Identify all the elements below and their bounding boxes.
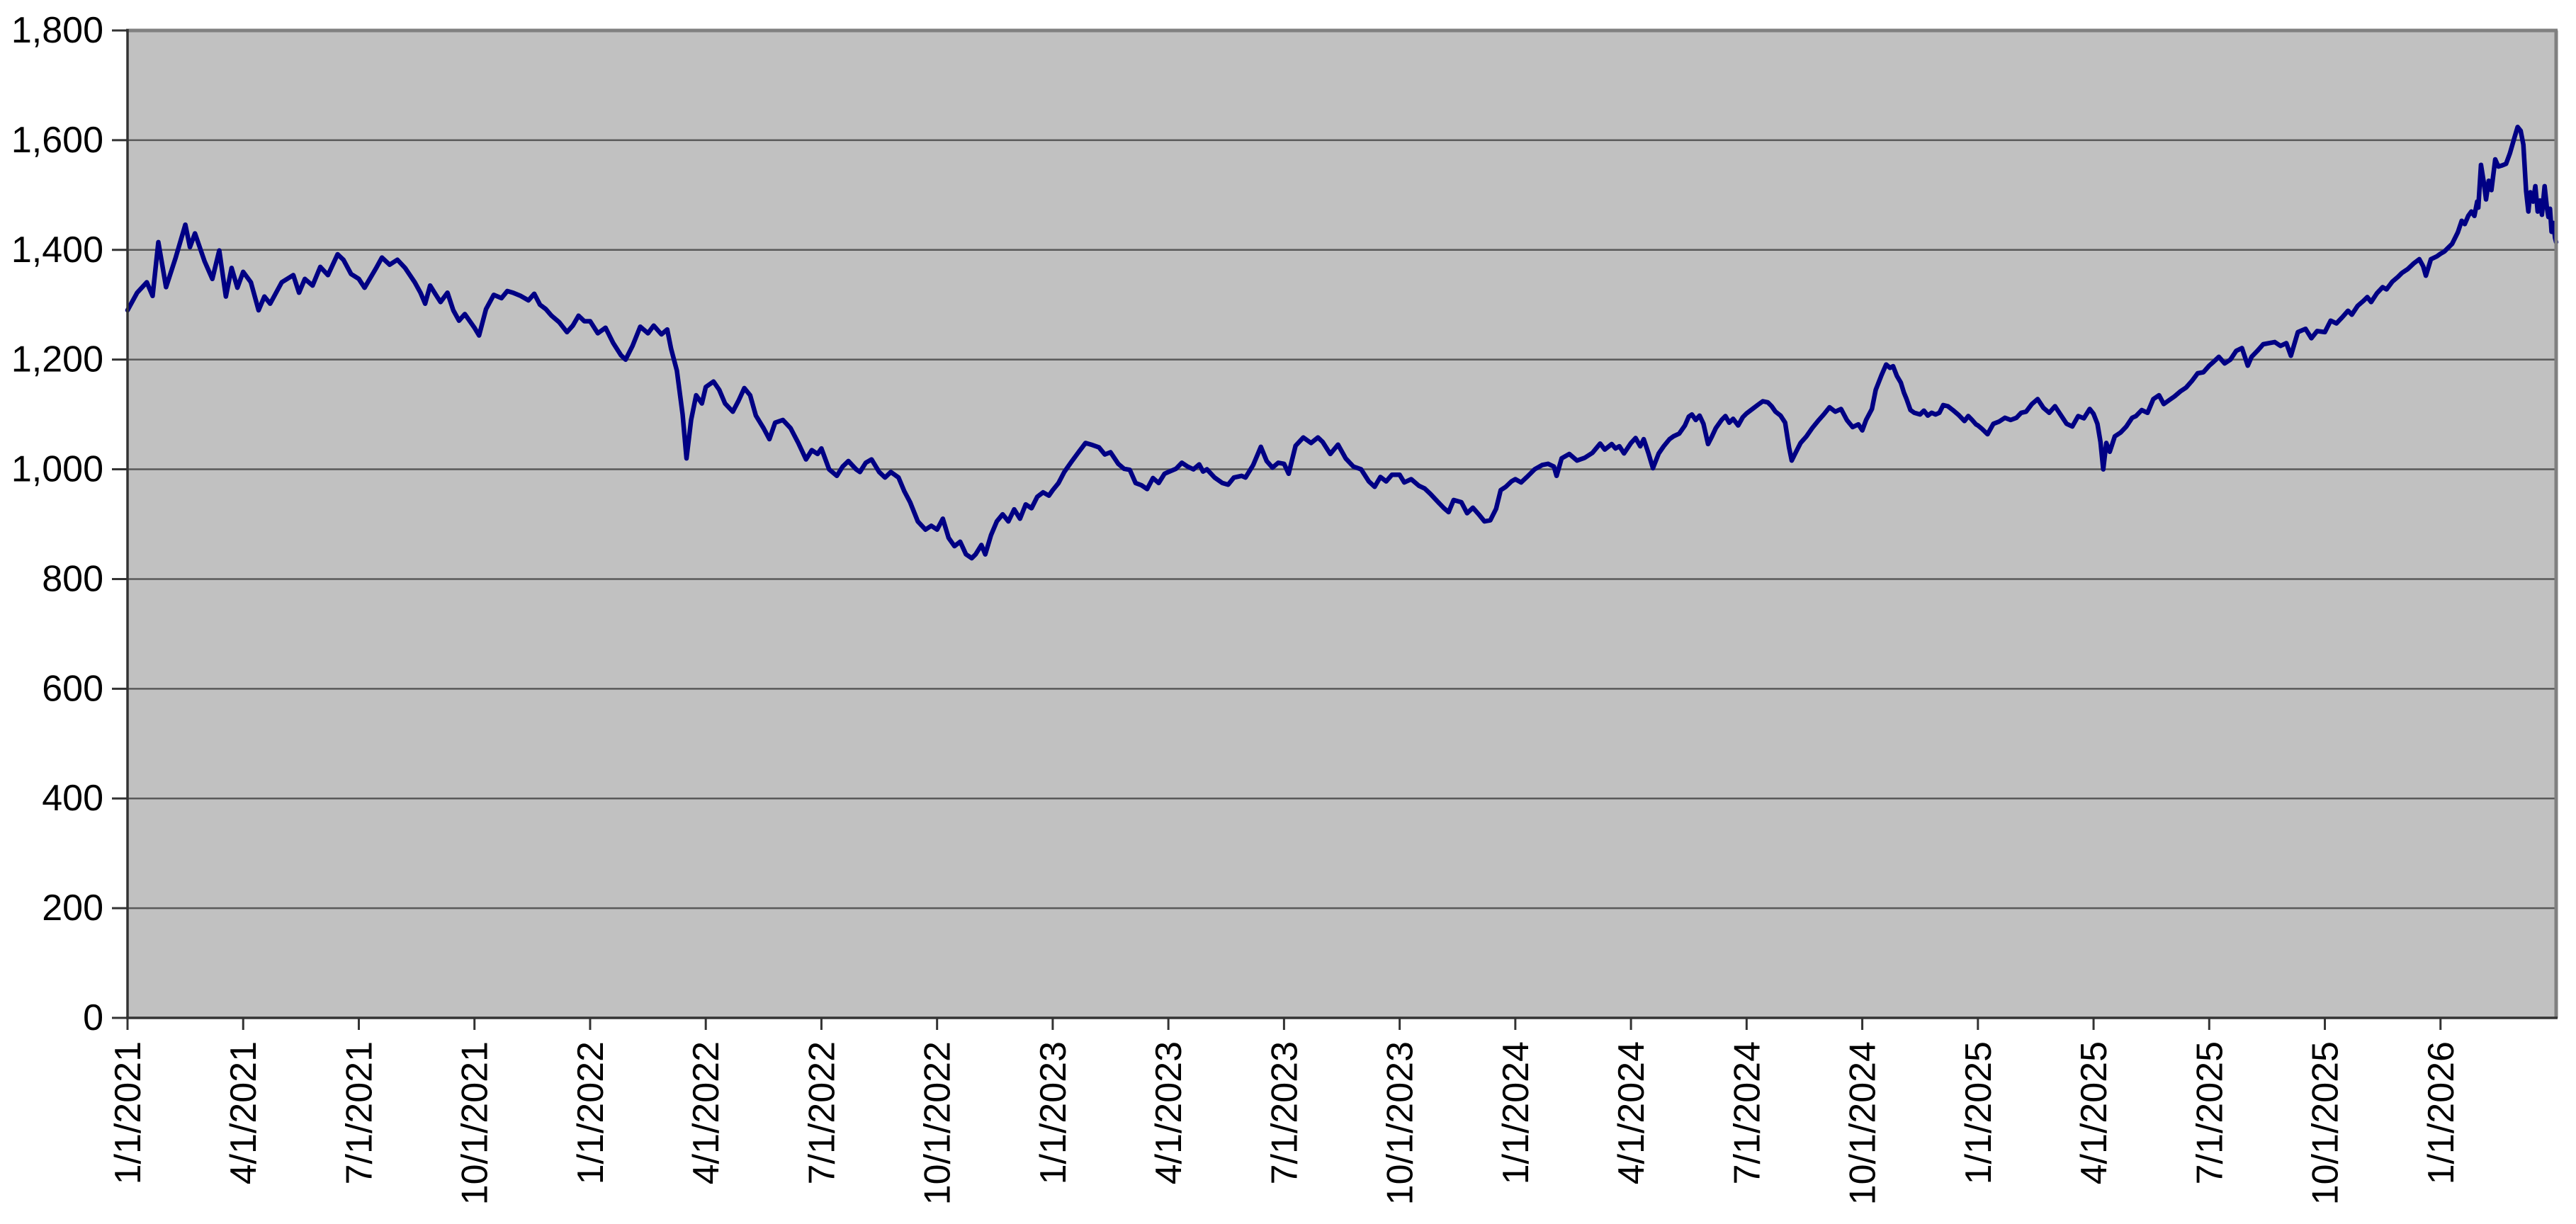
x-axis-label: 4/1/2022 <box>686 1041 727 1184</box>
data-series-line <box>125 125 2559 561</box>
x-axis-label: 10/1/2021 <box>455 1041 496 1205</box>
x-axis-label: 10/1/2022 <box>917 1041 959 1205</box>
y-axis-label: 600 <box>42 668 103 709</box>
x-axis-label: 1/1/2022 <box>570 1041 611 1184</box>
y-axis-label: 0 <box>83 997 103 1038</box>
y-axis-label: 1,600 <box>11 120 103 161</box>
x-axis-label: 4/1/2025 <box>2074 1041 2115 1184</box>
plot-background <box>128 30 2556 1018</box>
x-axis-label: 1/1/2026 <box>2421 1041 2462 1184</box>
y-axis-label: 1,000 <box>11 449 103 490</box>
x-axis-label: 7/1/2021 <box>339 1041 380 1184</box>
x-axis-label: 7/1/2025 <box>2189 1041 2230 1184</box>
x-axis-label: 7/1/2023 <box>1264 1041 1305 1184</box>
y-axis-label: 400 <box>42 778 103 819</box>
x-axis-label: 1/1/2021 <box>108 1041 149 1184</box>
x-axis-label: 1/1/2023 <box>1033 1041 1074 1184</box>
x-axis-label: 1/1/2024 <box>1496 1041 1537 1184</box>
y-axis-label: 1,200 <box>11 339 103 380</box>
x-axis-label: 1/1/2025 <box>1958 1041 1999 1184</box>
y-axis-label: 1,800 <box>11 10 103 51</box>
y-axis-label: 1,400 <box>11 230 103 271</box>
x-axis-label: 4/1/2024 <box>1611 1041 1652 1184</box>
x-axis-label: 7/1/2022 <box>801 1041 842 1184</box>
x-axis-label: 7/1/2024 <box>1727 1041 1768 1184</box>
x-axis-label: 10/1/2023 <box>1380 1041 1421 1205</box>
x-axis-label: 4/1/2023 <box>1148 1041 1190 1184</box>
x-axis-label: 4/1/2021 <box>223 1041 264 1184</box>
x-axis-label: 10/1/2025 <box>2305 1041 2346 1205</box>
x-axis-label: 10/1/2024 <box>1843 1041 1884 1205</box>
y-axis-label: 800 <box>42 558 103 599</box>
y-axis-label: 200 <box>42 888 103 929</box>
